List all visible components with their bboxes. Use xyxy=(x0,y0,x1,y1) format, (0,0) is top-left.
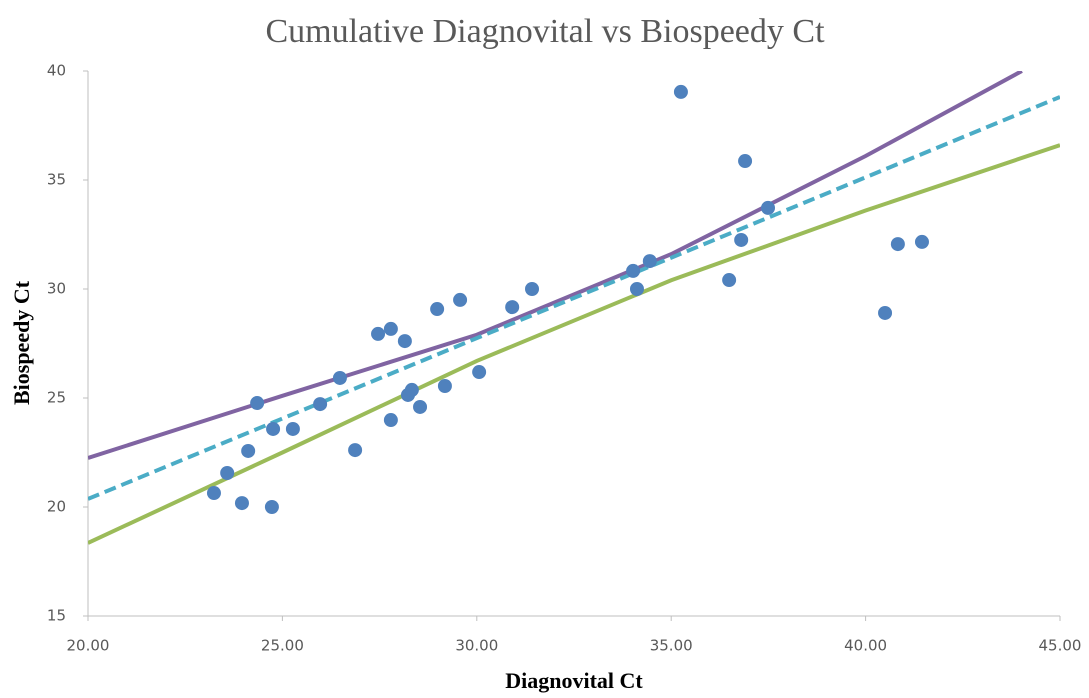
scatter-point xyxy=(264,500,279,514)
scatter-point xyxy=(383,321,398,336)
scatter-point xyxy=(525,282,540,296)
scatter-point xyxy=(453,292,468,307)
scatter-point xyxy=(890,237,905,252)
y-tick-label: 15 xyxy=(47,607,66,625)
scatter-point xyxy=(332,370,347,385)
trend-line xyxy=(88,143,1060,545)
scatter-point xyxy=(761,200,776,215)
scatter-point xyxy=(266,421,281,436)
x-tick-label: 35.00 xyxy=(650,637,693,655)
scatter-point xyxy=(430,302,445,317)
y-tick-label: 40 xyxy=(47,62,66,80)
scatter-point xyxy=(472,365,487,380)
chart-title: Cumulative Diagnovital vs Biospeedy Ct xyxy=(265,13,825,50)
scatter-point xyxy=(437,379,452,394)
scatter-point xyxy=(250,396,265,411)
scatter-point xyxy=(404,382,419,397)
scatter-point xyxy=(673,84,688,99)
scatter-point xyxy=(234,496,249,511)
scatter-point xyxy=(914,234,929,249)
y-axis-label: Biospeedy Ct xyxy=(9,280,34,405)
y-tick-label: 20 xyxy=(47,498,66,516)
y-tick-label: 30 xyxy=(47,280,66,298)
y-tick-label: 25 xyxy=(47,389,66,407)
trend-line xyxy=(88,71,1023,460)
scatter-point xyxy=(642,254,657,269)
x-tick-label: 25.00 xyxy=(261,637,304,655)
scatter-point xyxy=(722,273,737,288)
x-tick-label: 45.00 xyxy=(1039,637,1082,655)
scatter-point xyxy=(285,421,300,436)
scatter-point xyxy=(878,305,893,320)
scatter-point xyxy=(413,399,428,414)
scatter-point xyxy=(220,465,235,480)
scatter-point xyxy=(313,397,328,412)
scatter-point xyxy=(626,263,641,278)
scatter-point xyxy=(505,300,520,315)
x-tick-label: 30.00 xyxy=(455,637,498,655)
trend-line xyxy=(88,95,1060,501)
x-tick-label: 20.00 xyxy=(67,637,110,655)
scatter-point xyxy=(629,282,644,296)
y-tick-label: 35 xyxy=(47,171,66,189)
scatter-point xyxy=(738,154,753,169)
x-tick-label: 40.00 xyxy=(844,637,887,655)
scatter-point xyxy=(383,413,398,428)
scatter-point xyxy=(206,486,221,501)
x-axis-label: Diagnovital Ct xyxy=(505,668,643,693)
scatter-point xyxy=(371,326,386,341)
scatter-point xyxy=(241,443,256,458)
scatter-point xyxy=(397,334,412,349)
scatter-point xyxy=(348,443,363,458)
scatter-point xyxy=(734,232,749,247)
